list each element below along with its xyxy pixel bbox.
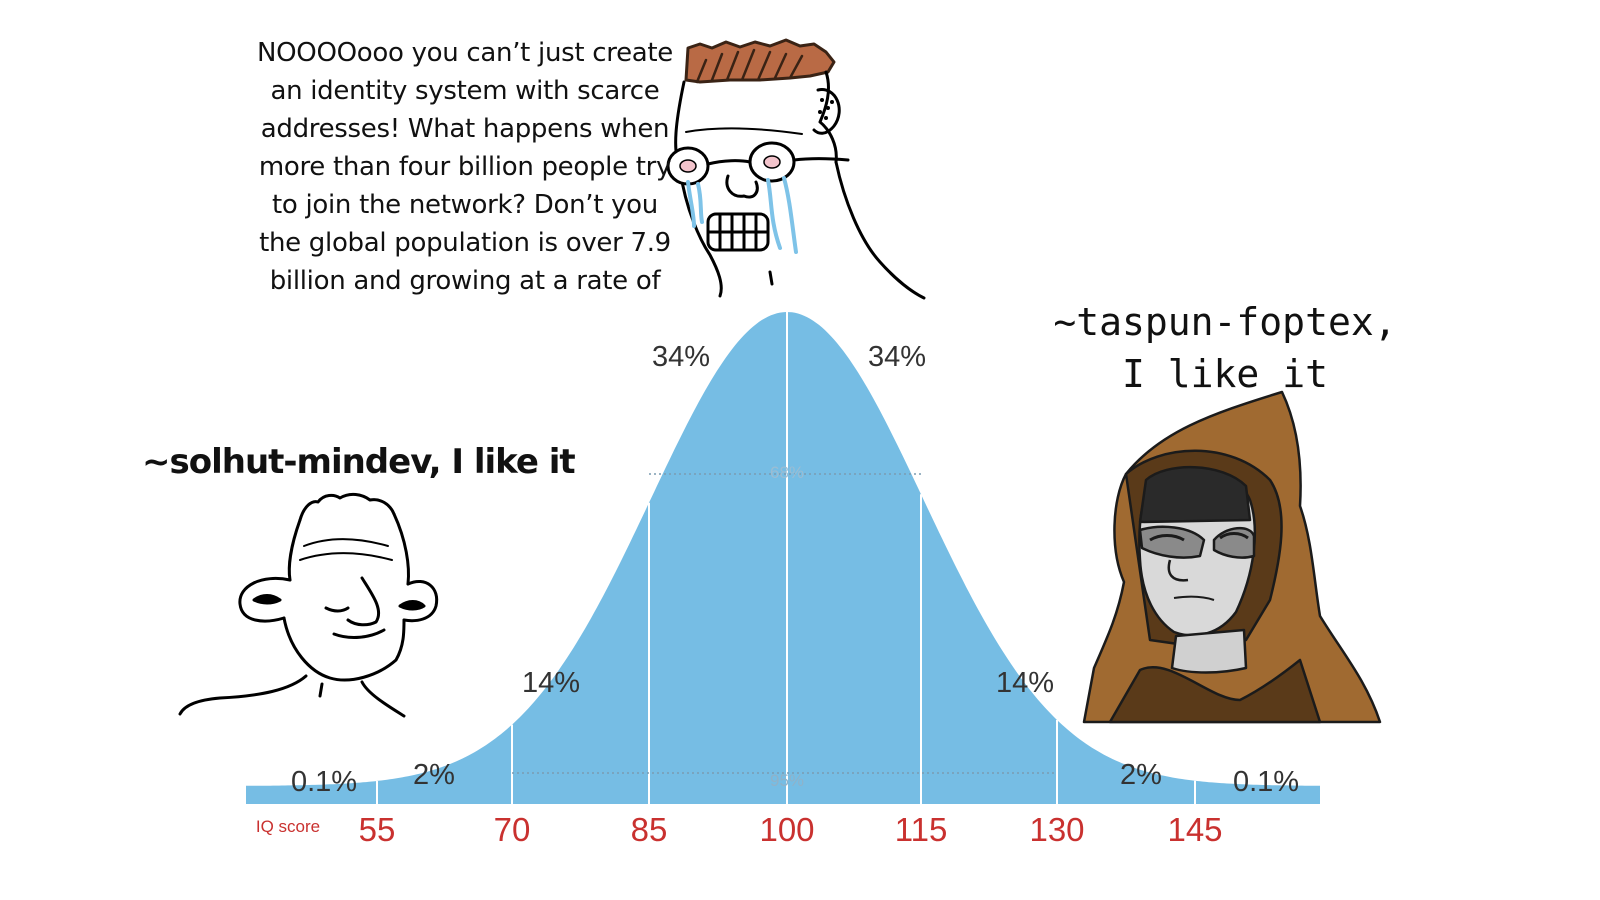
percent-label: 0.1%	[1233, 766, 1299, 798]
percent-label: 0.1%	[291, 766, 357, 798]
hooded-figure-face	[1082, 390, 1382, 724]
percent-label: 34%	[868, 341, 926, 373]
tick-label: 85	[631, 811, 668, 848]
tick-label: 145	[1167, 811, 1222, 848]
sigma-divider-lines	[376, 312, 1196, 804]
quote-line: billion and growing at a rate of	[269, 266, 661, 296]
inner-label-68: 68%	[770, 463, 804, 482]
quote-line: addresses! What happens when	[260, 114, 670, 144]
quote-line: an identity system with scarce	[270, 76, 660, 106]
right-caption-line: ~taspun-foptex,	[1053, 300, 1397, 344]
left-caption: ~solhut-mindev, I like it	[142, 442, 576, 482]
quote-line: to join the network? Don’t you	[272, 190, 658, 220]
inner-label-95: 95%	[770, 771, 804, 790]
percent-label: 14%	[996, 667, 1054, 699]
percent-label: 2%	[1120, 759, 1162, 791]
percent-label: 14%	[522, 667, 580, 699]
bell-curve-area	[246, 312, 1320, 804]
right-caption: ~taspun-foptex, I like it	[1040, 296, 1410, 400]
quote-line: the global population is over 7.9	[259, 228, 671, 258]
tick-label: 100	[759, 811, 814, 848]
tick-label: 130	[1029, 811, 1084, 848]
wojak-face	[178, 492, 439, 718]
top-speech-text: NOOOOooo you can’t just create an identi…	[230, 34, 700, 300]
right-caption-line: I like it	[1122, 352, 1328, 396]
quote-line: more than four billion people try	[258, 152, 672, 182]
axis-label: IQ score	[256, 817, 320, 836]
percent-label: 34%	[652, 341, 710, 373]
tick-label: 70	[494, 811, 531, 848]
tick-label: 115	[895, 811, 948, 848]
quote-line: NOOOOooo you can’t just create	[256, 38, 673, 68]
percent-label: 2%	[413, 759, 455, 791]
crying-soyjak-face	[666, 38, 926, 300]
tick-label: 55	[359, 811, 396, 848]
